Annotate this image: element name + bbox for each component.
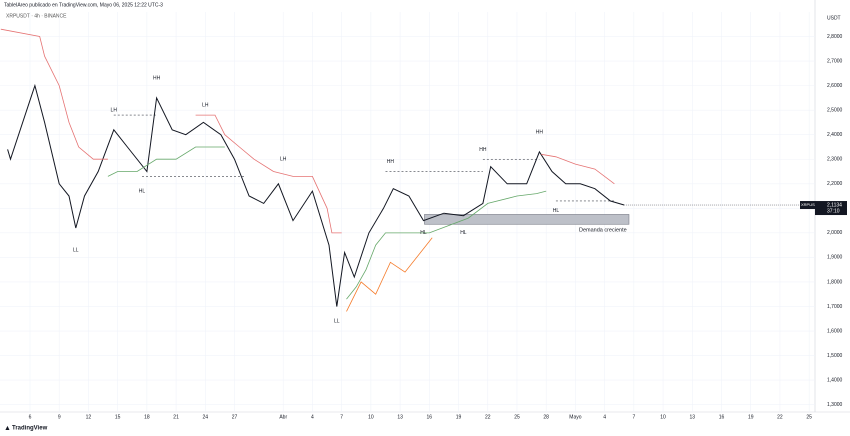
x-tick-label: 16 [427, 414, 433, 420]
swing-label: HL [420, 230, 427, 236]
price-value: 2,1134 [827, 202, 842, 208]
price-box [800, 201, 815, 210]
swing-label: LL [73, 247, 79, 253]
y-tick-label: 2,4000 [827, 132, 843, 138]
x-tick-label: 25 [514, 414, 520, 420]
x-tick-label: 9 [58, 414, 61, 420]
swing-label: HH [479, 147, 487, 153]
x-tick-label: 19 [456, 414, 462, 420]
x-tick-label: 25 [806, 414, 812, 420]
y-tick-label: 1,7000 [827, 304, 843, 310]
x-tick-label: 13 [690, 414, 696, 420]
y-tick-label: 2,7000 [827, 58, 843, 64]
swing-label: LH [111, 107, 118, 113]
x-tick-label: 22 [485, 414, 491, 420]
y-unit: USDT [827, 15, 841, 21]
x-tick-label: 21 [173, 414, 179, 420]
swing-label: LH [202, 103, 209, 109]
chart-subtitle: XRPUSDT · 4h · BINANCE [6, 13, 67, 19]
x-tick-label: 15 [115, 414, 121, 420]
swing-label: HL [553, 208, 560, 214]
swing-label: HH [536, 130, 544, 136]
series-line [7, 83, 625, 307]
chart-title: TableIAreo publicado en TradingView.com,… [4, 2, 163, 8]
x-tick-label: 7 [340, 414, 343, 420]
series-line [0, 28, 615, 234]
y-tick-label: 2,0000 [827, 230, 843, 236]
swing-label: LH [280, 157, 287, 163]
y-tick-label: 1,5000 [827, 353, 843, 359]
series-line [346, 237, 433, 312]
y-tick-label: 1,9000 [827, 255, 843, 261]
x-tick-label: 12 [86, 414, 92, 420]
brand-logo: ▲ [4, 425, 11, 432]
price-value-box [815, 201, 847, 216]
swing-label: HL [139, 188, 146, 194]
x-tick-label: 24 [203, 414, 209, 420]
swing-label: HH [387, 159, 395, 165]
x-tick-label: 27 [232, 414, 238, 420]
x-tick-label: 18 [144, 414, 150, 420]
x-tick-label: 4 [311, 414, 314, 420]
x-tick-label: 22 [777, 414, 783, 420]
y-tick-label: 1,3000 [827, 402, 843, 408]
swing-label: HH [153, 76, 161, 82]
y-tick-label: 2,2000 [827, 181, 843, 187]
zone-label: Demanda creciente [579, 228, 627, 234]
series-line [107, 146, 547, 300]
swing-label: HL [460, 230, 467, 236]
x-tick-label: Mayo [569, 414, 581, 420]
y-tick-label: 2,8000 [827, 34, 843, 40]
price-name: XRPUSDT [801, 202, 821, 207]
x-tick-label: 16 [719, 414, 725, 420]
x-tick-label: 10 [660, 414, 666, 420]
x-tick-label: 13 [397, 414, 403, 420]
y-tick-label: 2,6000 [827, 83, 843, 89]
demand-zone [424, 214, 630, 225]
x-tick-label: 28 [543, 414, 549, 420]
y-tick-label: 2,3000 [827, 157, 843, 163]
x-tick-label: 4 [603, 414, 606, 420]
y-tick-label: 1,4000 [827, 377, 843, 383]
x-tick-label: Abr [279, 414, 287, 420]
y-tick-label: 1,6000 [827, 328, 843, 334]
x-tick-label: 19 [748, 414, 754, 420]
x-tick-label: 10 [368, 414, 374, 420]
x-tick-label: 7 [632, 414, 635, 420]
price-countdown: 37:10 [827, 208, 840, 214]
brand: TradingView [12, 426, 48, 432]
x-tick-label: 6 [29, 414, 32, 420]
y-tick-label: 2,5000 [827, 107, 843, 113]
swing-label: LL [334, 319, 340, 325]
y-tick-label: 1,8000 [827, 279, 843, 285]
